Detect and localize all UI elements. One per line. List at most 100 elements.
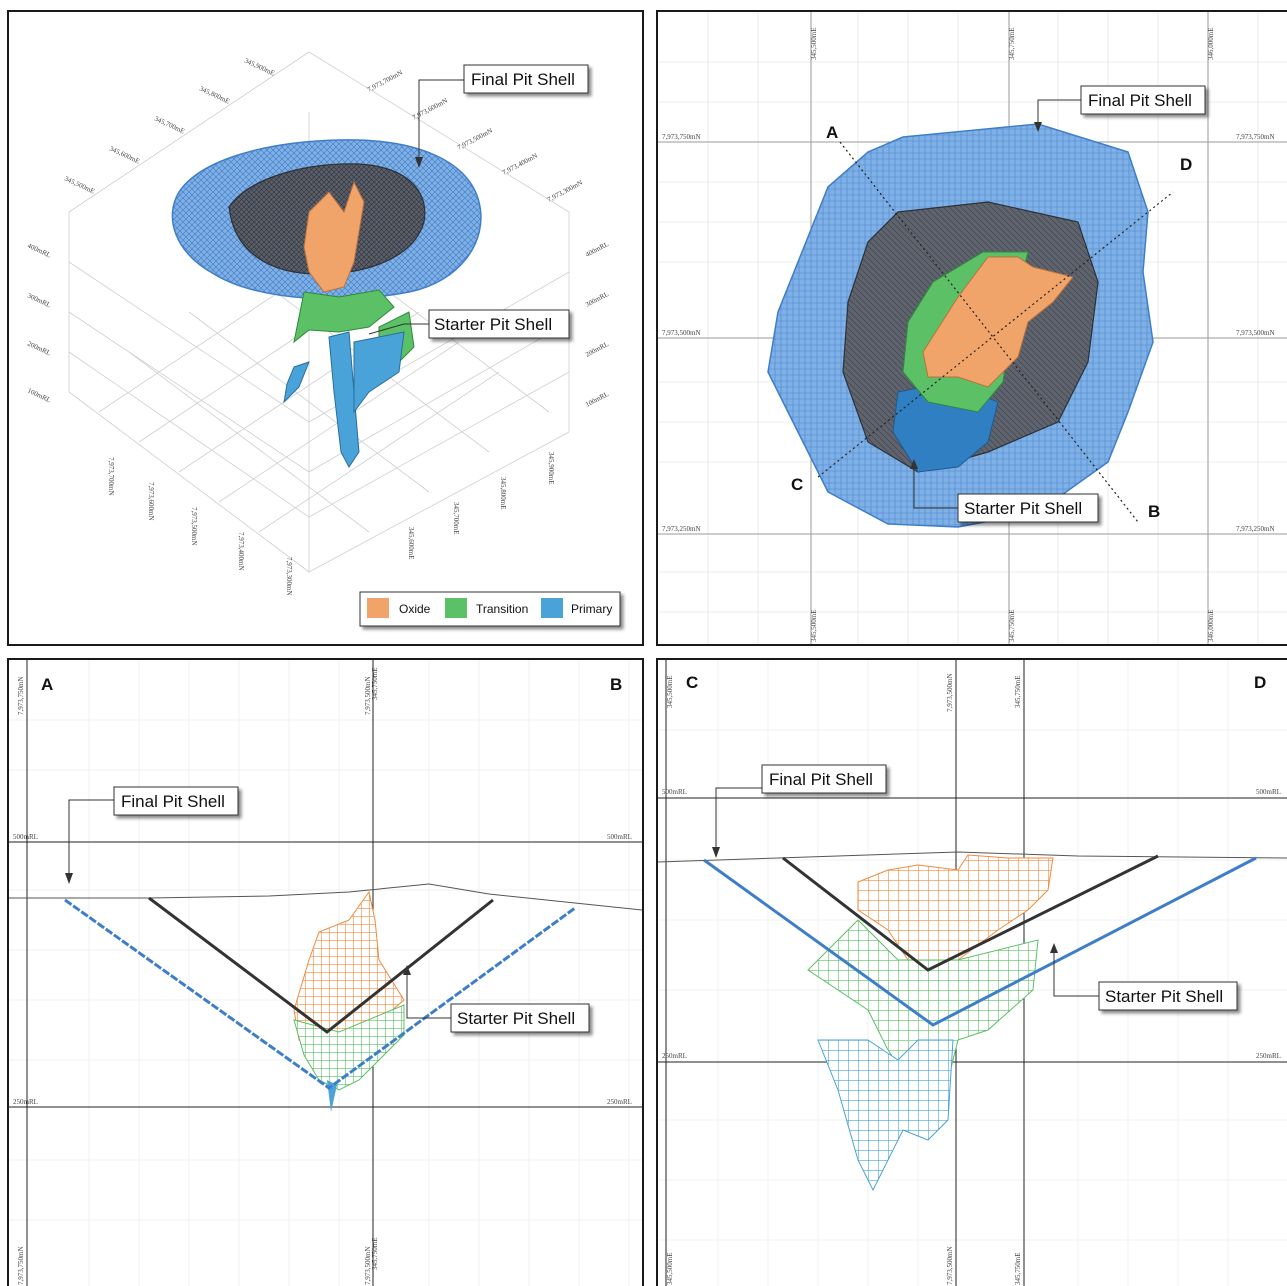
primary-lobe-3d — [353, 331, 405, 414]
section-ab-canvas: A B 500mRL 250mRL 500mRL 250mRL 7,973,75… — [9, 660, 642, 1286]
svg-text:Primary: Primary — [571, 602, 612, 616]
svg-text:200mRL: 200mRL — [584, 340, 610, 359]
ab-topography — [9, 883, 642, 911]
svg-text:400mRL: 400mRL — [584, 240, 610, 259]
svg-text:7,973,700mN: 7,973,700mN — [366, 69, 404, 94]
3d-view-canvas: 345,500mE 345,600mE 345,700mE 345,800mE … — [26, 51, 621, 627]
oxide-body-3d — [303, 180, 365, 293]
primary-swatch — [541, 598, 563, 618]
ab-start-label: A — [41, 675, 53, 694]
panel-section-ab: A B 500mRL 250mRL 500mRL 250mRL 7,973,75… — [7, 658, 644, 1286]
svg-text:Final Pit Shell: Final Pit Shell — [769, 770, 873, 789]
svg-text:345,600mE: 345,600mE — [407, 527, 415, 559]
section-label-a: A — [826, 123, 838, 142]
legend: Oxide Transition Primary — [359, 591, 621, 627]
svg-text:345,900mE: 345,900mE — [547, 452, 555, 484]
svg-text:Final Pit Shell: Final Pit Shell — [471, 70, 575, 89]
3d-rl-left-labels: 400mRL 300mRL 200mRL 100mRL — [26, 242, 52, 405]
cd-starter-pit-shell-callout: Starter Pit Shell — [1050, 943, 1238, 1011]
svg-text:345,750mE: 345,750mE — [1014, 1253, 1022, 1285]
svg-text:7,973,500mN: 7,973,500mN — [364, 1247, 372, 1286]
svg-text:100mRL: 100mRL — [26, 387, 52, 405]
svg-text:7,973,400mN: 7,973,400mN — [237, 532, 245, 571]
svg-text:7,973,250mN: 7,973,250mN — [1236, 525, 1275, 533]
section-label-c: C — [791, 475, 803, 494]
svg-text:500mRL: 500mRL — [607, 833, 632, 841]
ab-oxide-zone — [293, 890, 405, 1056]
svg-text:7,973,400mN: 7,973,400mN — [501, 152, 539, 177]
ab-final-pit-shell — [64, 898, 576, 1090]
svg-text:500mRL: 500mRL — [662, 788, 687, 796]
svg-text:7,973,500mN: 7,973,500mN — [456, 127, 494, 152]
svg-text:345,500mE: 345,500mE — [810, 28, 818, 60]
svg-text:250mRL: 250mRL — [662, 1052, 687, 1060]
oxide-swatch — [367, 598, 389, 618]
svg-text:345,700mE: 345,700mE — [153, 115, 186, 136]
cd-final-pit-shell — [703, 856, 1257, 1027]
starter-pit-shell-callout-plan: Starter Pit Shell — [910, 459, 1099, 523]
ab-top-labels: 7,973,750mN 7,973,500mN 345,750mE — [17, 668, 379, 715]
svg-text:7,973,300mN: 7,973,300mN — [546, 179, 584, 204]
svg-text:200mRL: 200mRL — [26, 340, 52, 358]
svg-text:7,973,500mN: 7,973,500mN — [946, 1247, 954, 1286]
cd-final-pit-shell-callout: Final Pit Shell — [712, 764, 887, 858]
cd-rl-labels: 500mRL 250mRL 500mRL 250mRL — [662, 788, 1281, 1060]
svg-text:345,750mE: 345,750mE — [1014, 676, 1022, 708]
section-lines — [817, 141, 1174, 523]
svg-text:7,973,500mN: 7,973,500mN — [946, 674, 954, 713]
plan-right-labels: 7,973,750mN 7,973,500mN 7,973,250mN — [1236, 133, 1275, 533]
svg-text:Starter Pit Shell: Starter Pit Shell — [1105, 987, 1223, 1006]
ab-starter-pit-shell — [148, 896, 494, 1034]
svg-text:Starter Pit Shell: Starter Pit Shell — [964, 499, 1082, 518]
svg-text:Starter Pit Shell: Starter Pit Shell — [457, 1009, 575, 1028]
svg-text:7,973,750mN: 7,973,750mN — [1236, 133, 1275, 141]
svg-text:Final Pit Shell: Final Pit Shell — [121, 792, 225, 811]
cd-topography — [658, 851, 1287, 863]
svg-text:7,973,250mN: 7,973,250mN — [662, 525, 701, 533]
ab-bottom-labels: 7,973,750mN 7,973,500mN 345,750mE — [17, 1238, 379, 1285]
svg-text:345,800mE: 345,800mE — [499, 477, 507, 509]
svg-text:345,500mE: 345,500mE — [810, 610, 818, 642]
svg-text:345,500mE: 345,500mE — [63, 175, 96, 196]
cd-oxide-zone — [857, 854, 1054, 961]
svg-text:7,973,750mN: 7,973,750mN — [17, 677, 25, 716]
cd-starter-pit-shell — [782, 854, 1159, 972]
section-label-b: B — [1148, 502, 1160, 521]
final-pit-shell-callout: Final Pit Shell — [415, 64, 589, 168]
3d-rl-right-labels: 400mRL 300mRL 200mRL 100mRL — [584, 240, 610, 409]
svg-text:250mRL: 250mRL — [13, 1098, 38, 1106]
plan-left-labels: 7,973,750mN 7,973,500mN 7,973,250mN — [662, 133, 701, 533]
svg-text:Starter Pit Shell: Starter Pit Shell — [434, 315, 552, 334]
svg-text:7,973,750mN: 7,973,750mN — [662, 133, 701, 141]
svg-text:7,973,500mN: 7,973,500mN — [190, 507, 198, 546]
3d-bottom-easting-labels: 345,900mE 345,800mE 345,700mE 345,600mE — [407, 452, 555, 559]
primary-body-3d — [328, 331, 360, 468]
svg-text:250mRL: 250mRL — [1256, 1052, 1281, 1060]
panel-section-cd: C D 500mRL 250mRL 500mRL 250mRL 345,500m… — [656, 658, 1287, 1286]
svg-text:7,973,600mN: 7,973,600mN — [147, 482, 155, 521]
cd-start-label: C — [686, 673, 698, 692]
cd-bottom-labels: 345,500mE 7,973,500mN 345,750mE — [666, 1247, 1022, 1286]
svg-text:345,750mE: 345,750mE — [1008, 610, 1016, 642]
3d-bottom-northing-labels: 7,973,700mN 7,973,600mN 7,973,500mN 7,97… — [107, 457, 293, 596]
svg-text:7,973,500mN: 7,973,500mN — [364, 677, 372, 716]
svg-text:345,750mE: 345,750mE — [371, 668, 379, 700]
svg-text:345,800mE: 345,800mE — [198, 85, 231, 106]
cd-end-label: D — [1254, 673, 1266, 692]
svg-text:Final Pit Shell: Final Pit Shell — [1088, 91, 1192, 110]
svg-text:250mRL: 250mRL — [607, 1098, 632, 1106]
plan-top-labels: 345,500mE 345,750mE 346,000mE — [810, 28, 1215, 60]
plan-view-canvas: A B C D 345,500mE 345,750mE 346,000mE 34… — [658, 12, 1287, 644]
transition-body-3d — [293, 289, 395, 344]
svg-text:345,900mE: 345,900mE — [243, 57, 276, 78]
ab-end-label: B — [610, 675, 622, 694]
svg-text:7,973,750mN: 7,973,750mN — [17, 1247, 25, 1286]
svg-text:7,973,500mN: 7,973,500mN — [662, 329, 701, 337]
final-pit-shell-callout-plan: Final Pit Shell — [1034, 85, 1206, 132]
svg-text:500mRL: 500mRL — [13, 833, 38, 841]
svg-text:345,600mE: 345,600mE — [108, 145, 141, 166]
svg-text:100mRL: 100mRL — [584, 390, 610, 409]
starter-pit-shell-callout: Starter Pit Shell — [368, 309, 570, 339]
svg-text:7,973,500mN: 7,973,500mN — [1236, 329, 1275, 337]
svg-text:345,500mE: 345,500mE — [666, 676, 674, 708]
